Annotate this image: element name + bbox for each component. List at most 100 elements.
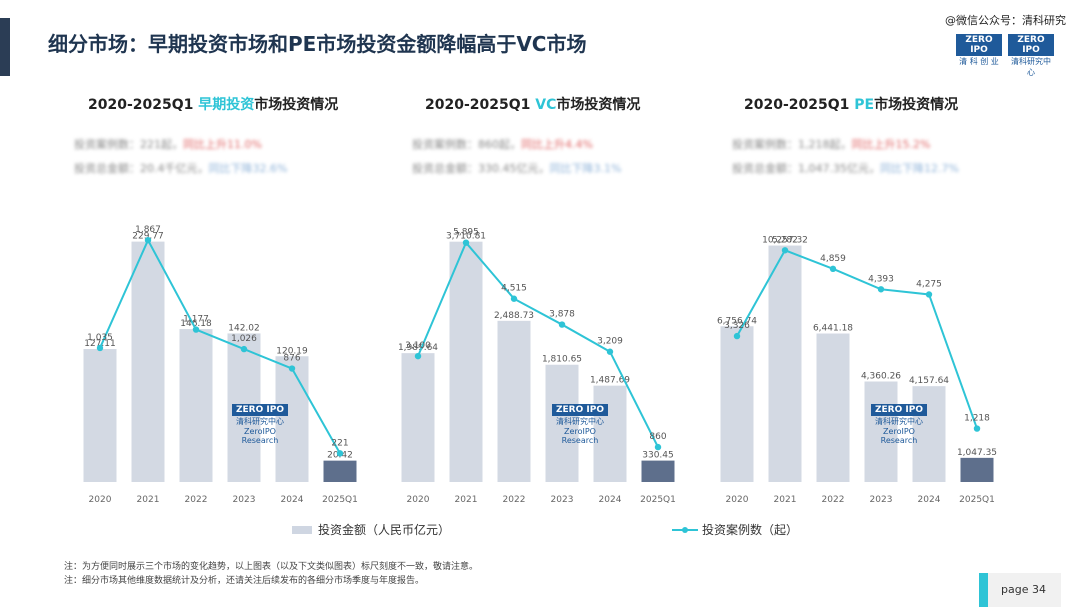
bar-label: 6,441.18 (813, 324, 853, 334)
line-point (336, 450, 344, 457)
x-tick-label: 2022 (503, 495, 526, 505)
x-tick-label: 2025Q1 (322, 495, 358, 505)
logo-subtitle: 清科研究中心 (1011, 57, 1051, 77)
legend-line: 投资案例数（起） (672, 521, 798, 538)
watermark-logo: ZERO IPO 清科研究中心 ZeroIPO Research (550, 404, 610, 445)
summary-pe-amount: 投资总金额：1,047.35亿元，同比下降12.7% (732, 162, 959, 175)
logo-wordmark: ZERO IPO (956, 34, 1002, 56)
bar-label: 1,487.69 (590, 376, 630, 386)
x-tick-label: 2020 (726, 495, 749, 505)
x-tick-label: 2020 (89, 495, 112, 505)
bar-label: 6,756.74 (717, 316, 757, 326)
legend-bar: 投资金额（人民币亿元） (292, 521, 450, 538)
summary-vc-deals: 投资案例数：860起，同比上升4.4% (412, 138, 593, 151)
line-point (510, 295, 518, 302)
bar-label: 1,989.64 (398, 343, 438, 353)
line-label: 3,878 (549, 310, 575, 320)
line-point (606, 348, 614, 355)
line-label: 1,218 (964, 414, 990, 424)
bar (275, 356, 309, 482)
bar (912, 386, 946, 482)
line-point (925, 291, 933, 298)
line-label: 4,859 (820, 254, 846, 264)
footnote-2: 注：细分市场其他维度数据统计及分析，还请关注后续发布的各细分市场季度与年度报告。 (64, 576, 425, 586)
line-point (462, 239, 470, 246)
x-tick-label: 2021 (455, 495, 478, 505)
line-label: 3,209 (597, 337, 623, 347)
chart-title-vc: 2020-2025Q1 VC市场投资情况 (425, 97, 641, 113)
page-number: page 34 (979, 573, 1061, 607)
bar (497, 320, 531, 482)
x-tick-label: 2020 (407, 495, 430, 505)
x-tick-label: 2022 (822, 495, 845, 505)
bar-label: 4,360.26 (861, 371, 901, 381)
x-tick-label: 2023 (233, 495, 256, 505)
x-tick-label: 2025Q1 (959, 495, 995, 505)
bar (593, 385, 627, 482)
line-point (240, 345, 248, 353)
line-point (973, 425, 981, 432)
line-label: 4,515 (501, 284, 527, 294)
line-label: 860 (649, 432, 666, 442)
x-tick-label: 2024 (281, 495, 304, 505)
bar (449, 241, 483, 482)
chart-vc: 1,989.64 2020 3,710.81 2021 2,488.73 2022 1,81… (398, 228, 676, 505)
line-label: 1,177 (183, 315, 209, 325)
watermark-logo: ZERO IPO 清科研究中心 ZeroIPO Research (230, 404, 290, 445)
line-point (829, 265, 837, 273)
x-tick-label: 2021 (137, 495, 160, 505)
line-label: 3,100 (405, 341, 431, 351)
line-point (414, 352, 422, 360)
bar-label: 10,257.32 (762, 236, 808, 246)
line-point (558, 321, 566, 328)
bar-label: 127.11 (84, 339, 116, 349)
line-point (733, 332, 741, 340)
line-point (288, 365, 296, 372)
line-label: 4,393 (868, 274, 894, 284)
bar (131, 241, 165, 482)
x-tick-label: 2024 (599, 495, 622, 505)
line-label: 1,026 (231, 334, 257, 344)
bar (720, 326, 754, 482)
line-point (144, 236, 152, 244)
chart-pe: 6,756.74 2020 10,257.32 2021 6,441.18 2022 4,3… (717, 235, 997, 505)
bar-label: 229.77 (132, 232, 164, 242)
summary-pe-deals: 投资案例数：1,218起，同比上升15.2% (732, 138, 931, 151)
bar-label: 2,488.73 (494, 311, 534, 321)
line-point (654, 443, 662, 451)
line-label: 3,326 (724, 321, 750, 331)
bar (816, 333, 850, 482)
x-tick-label: 2023 (870, 495, 893, 505)
line-label: 5,895 (453, 228, 479, 238)
page-title: 细分市场：早期投资市场和PE市场投资金额降幅高于VC市场 (48, 32, 587, 56)
line-label: 1,035 (87, 333, 113, 343)
line-series (417, 240, 659, 448)
bar (864, 381, 898, 482)
line-series (99, 237, 341, 454)
bar-label: 3,710.81 (446, 232, 486, 242)
legend-bar-swatch (292, 525, 312, 534)
line-series (736, 249, 978, 429)
zero2ipo-ventures-logo: ZERO IPO 清 科 创 业 (956, 34, 1002, 67)
x-tick-label: 2021 (774, 495, 797, 505)
watermark-logo: ZERO IPO 清科研究中心 ZeroIPO Research (869, 404, 929, 445)
bar-label: 142.02 (228, 323, 260, 333)
line-label: 221 (331, 438, 348, 448)
line-label: 876 (283, 354, 300, 364)
bar-label: 4,157.64 (909, 376, 949, 386)
chart-title-pe: 2020-2025Q1 PE市场投资情况 (744, 97, 959, 113)
line-point (96, 344, 104, 352)
logo-subtitle: 清 科 创 业 (959, 57, 999, 66)
bar (401, 353, 435, 482)
x-tick-label: 2023 (551, 495, 574, 505)
source-attribution: @微信公众号：清科研究 (945, 14, 1066, 27)
bar (83, 349, 117, 482)
summary-vc-amount: 投资总金额：330.45亿元，同比下降3.1% (412, 162, 622, 175)
bar (323, 460, 357, 482)
bar-label: 1,810.65 (542, 355, 582, 365)
bar (960, 457, 994, 482)
bar (768, 245, 802, 482)
bar-label: 120.19 (276, 346, 308, 356)
bar (545, 364, 579, 482)
title-accent-bar (0, 18, 10, 76)
